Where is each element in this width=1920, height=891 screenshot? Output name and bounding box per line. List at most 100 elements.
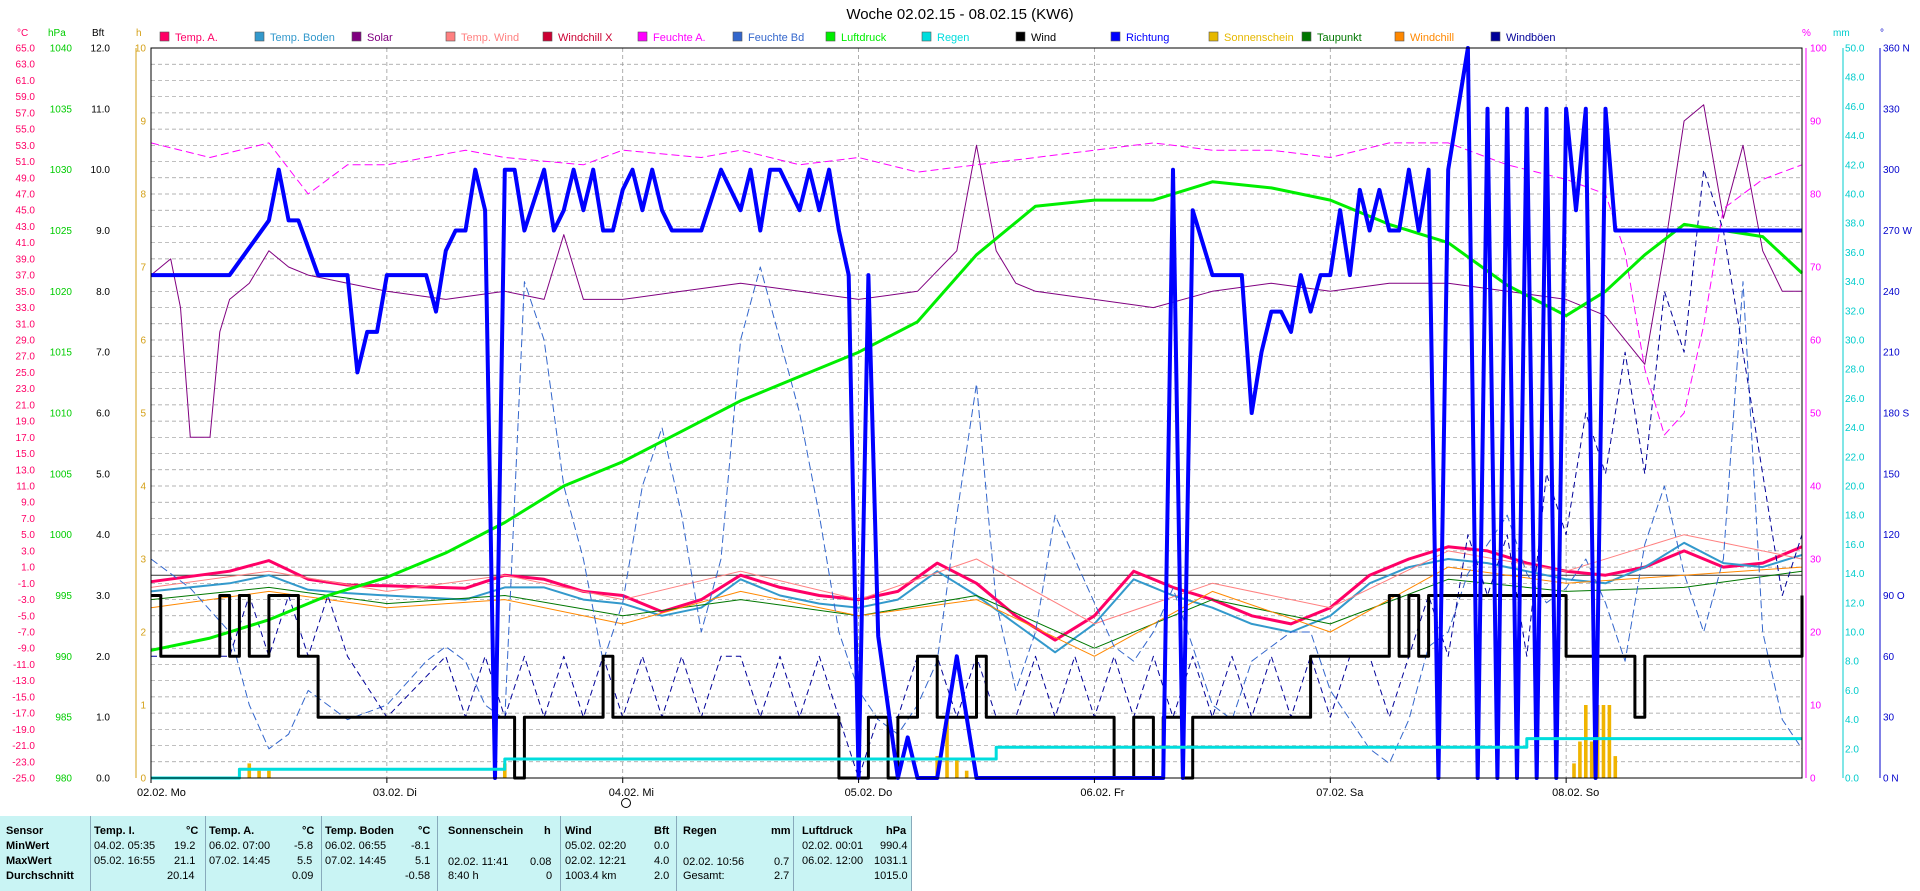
axis-tick-rain: 10.0 [1845, 628, 1865, 639]
x-tick-label: 08.02. So [1552, 787, 1599, 799]
legend-swatch [1110, 31, 1121, 42]
axis-tick-rain: 4.0 [1845, 715, 1859, 726]
legend-label: Windchill [1410, 32, 1454, 44]
axis-tick-temp: 51.0 [16, 157, 36, 168]
axis-tick-rain: 28.0 [1845, 365, 1865, 376]
stats-label-durchschnitt: Durchschnitt [6, 870, 74, 882]
legend-swatch [825, 31, 836, 42]
stats-label-minwert: MinWert [6, 840, 50, 852]
legend-label: Windböen [1506, 32, 1556, 44]
axis-tick-direction: 360 N [1883, 44, 1910, 55]
wind-min-time: 05.02. 02:20 [565, 840, 627, 852]
wind-min: 0.0 [654, 840, 670, 852]
sonnenschein-avg-label: 8:40 h [448, 870, 479, 882]
axis-tick-wind: 6.0 [96, 409, 110, 420]
axis-tick-temp: 55.0 [16, 125, 36, 136]
legend-label: Temp. Wind [461, 32, 519, 44]
stats-header-temp-a: Temp. A. [209, 825, 255, 837]
axis-tick-direction: 0 N [1883, 774, 1899, 785]
axis-tick-rain: 30.0 [1845, 336, 1865, 347]
regen-avg-label: Gesamt: [683, 870, 725, 882]
stats-col-wind: Wind Bft 05.02. 02:20 0.0 02.02. 12:21 4… [561, 816, 677, 891]
axis-tick-sun: 9 [140, 117, 146, 128]
axis-tick-temp: 9.0 [21, 498, 35, 509]
axis-tick-sun: 3 [140, 555, 146, 566]
axis-tick-temp: 63.0 [16, 60, 36, 71]
axis-tick-direction: 90 O [1883, 591, 1905, 602]
temp-i-min: 19.2 [174, 840, 196, 852]
axis-tick-rain: 20.0 [1845, 482, 1865, 493]
axis-tick-temp: 3.0 [21, 546, 35, 557]
axis-tick-temp: 11.0 [16, 482, 35, 493]
axis-tick-temp: -21.0 [12, 741, 35, 752]
series-line [151, 737, 1802, 780]
axes: °C65.063.061.059.057.055.053.051.049.047… [12, 28, 1912, 785]
axis-tick-wind: 5.0 [96, 469, 110, 480]
axis-tick-temp: 19.0 [16, 417, 36, 428]
series-line [150, 180, 1804, 652]
axis-tick-direction: 210 [1883, 348, 1900, 359]
legend-label: Temp. A. [175, 32, 218, 44]
axis-tick-pressure: 980 [55, 774, 72, 785]
axis-tick-humidity: 0 [1810, 774, 1816, 785]
series-line [150, 570, 1803, 649]
axis-tick-rain: 2.0 [1845, 744, 1859, 755]
sunshine-bar [267, 770, 271, 778]
axis-tick-wind: 7.0 [96, 348, 110, 359]
axis-tick-sun: 5 [140, 409, 146, 420]
axis-tick-sun: 2 [140, 628, 146, 639]
temp-boden-max: 5.1 [415, 855, 431, 867]
axis-tick-temp: -1.0 [18, 579, 36, 590]
axis-tick-rain: 22.0 [1845, 452, 1865, 463]
stats-col-temp-i: Temp. I. °C 04.02. 05:35 19.2 05.02. 16:… [91, 816, 206, 891]
legend-label: Regen [937, 32, 969, 44]
legend-swatch [1208, 31, 1219, 42]
stats-header-wind: Wind [565, 825, 592, 837]
plot-frame [150, 47, 1803, 779]
axis-tick-rain: 40.0 [1845, 190, 1865, 201]
axis-tick-rain: 6.0 [1845, 686, 1859, 697]
legend-label: Sonnenschein [1224, 32, 1294, 44]
wind-avg: 2.0 [654, 870, 670, 882]
temp-a-max: 5.5 [297, 855, 313, 867]
legend-label: Richtung [1126, 32, 1169, 44]
legend-swatch [1394, 31, 1405, 42]
axis-tick-temp: -25.0 [12, 774, 35, 785]
stats-unit-regen: mm [771, 825, 791, 837]
luftdruck-max: 1031.1 [874, 855, 908, 867]
axis-tick-pressure: 1025 [50, 226, 73, 237]
stats-panel: Sensor MinWert MaxWert Durchschnitt Temp… [0, 816, 912, 891]
axis-tick-temp: 15.0 [16, 449, 36, 460]
sunshine-bar [1613, 756, 1618, 778]
series-line [150, 566, 1803, 657]
legend-swatch [1301, 31, 1312, 42]
axis-tick-rain: 42.0 [1845, 160, 1865, 171]
temp-a-min-time: 06.02. 07:00 [209, 840, 271, 852]
sunshine-bar [1589, 741, 1594, 778]
axis-tick-wind: 3.0 [96, 591, 110, 602]
stats-col-sonnenschein: Sonnenschein h 02.02. 11:41 0.08 8:40 h … [438, 816, 561, 891]
x-tick-labels: 02.02. Mo 03.02. Di 04.02. Mi 05.02. Do 06.0… [137, 778, 1599, 808]
axis-tick-temp: 25.0 [16, 368, 36, 379]
wind-max: 4.0 [654, 855, 670, 867]
axis-tick-rain: 12.0 [1845, 598, 1865, 609]
axis-tick-pressure: 1010 [50, 409, 73, 420]
temp-boden-min: -8.1 [411, 840, 430, 852]
stats-header-luftdruck: Luftdruck [802, 825, 853, 837]
axis-tick-temp: 37.0 [16, 271, 36, 282]
series-line [150, 104, 1802, 438]
axis-tick-wind: 9.0 [96, 226, 110, 237]
axis-tick-sun: 1 [140, 701, 146, 712]
axis-tick-temp: 35.0 [16, 287, 36, 298]
x-tick-label: 03.02. Di [373, 787, 417, 799]
axis-tick-humidity: 10 [1810, 701, 1822, 712]
weather-chart: Woche 02.02.15 - 08.02.15 (KW6) Temp. A.… [12, 6, 1912, 808]
axis-tick-temp: 47.0 [16, 190, 36, 201]
stats-col-temp-a: Temp. A. °C 06.02. 07:00 -5.8 07.02. 14:… [206, 816, 322, 891]
axis-tick-temp: 29.0 [16, 336, 36, 347]
series-line [151, 169, 1803, 779]
axis-tick-temp: 27.0 [16, 352, 36, 363]
stats-unit-temp-boden: °C [418, 825, 431, 837]
series-lines [150, 46, 1804, 780]
axis-tick-wind: 8.0 [96, 287, 110, 298]
